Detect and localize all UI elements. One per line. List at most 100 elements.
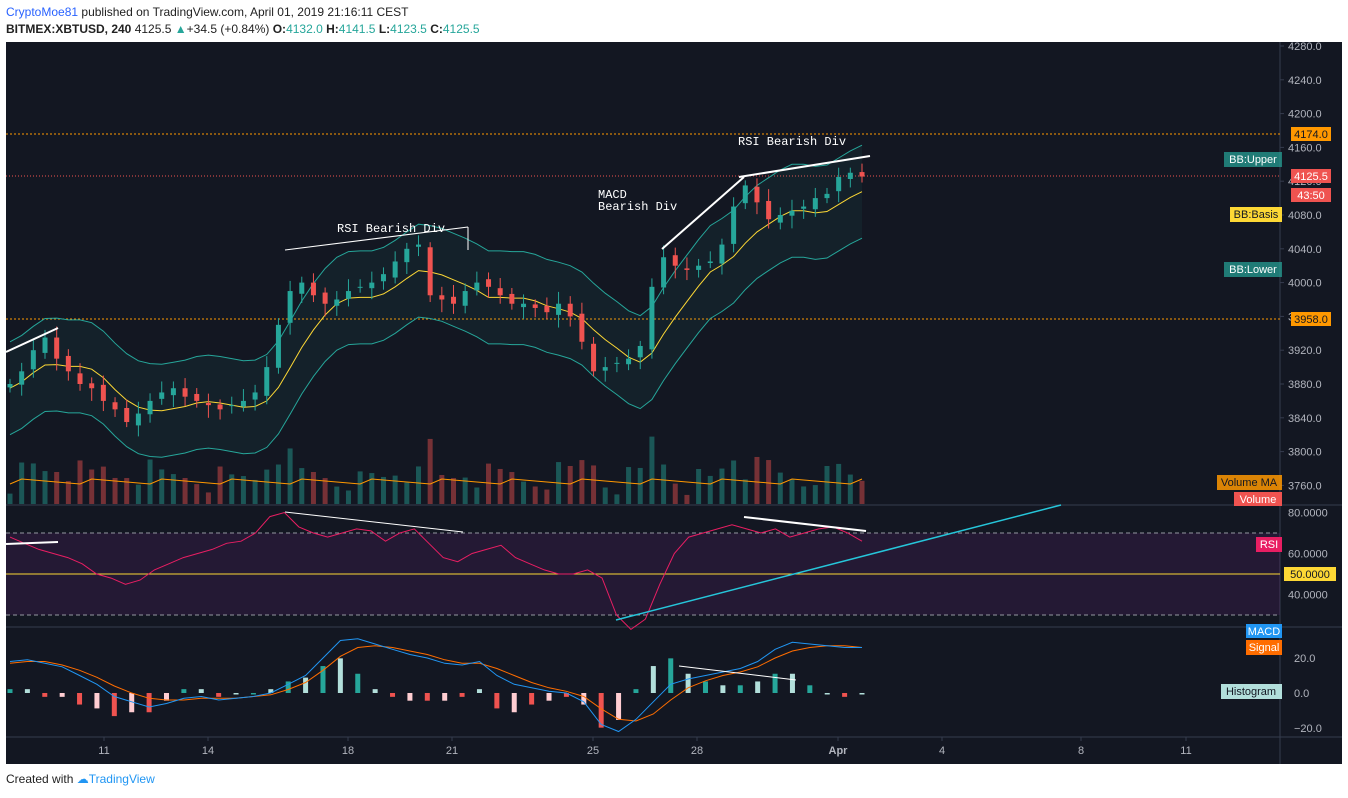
- candle-body[interactable]: [322, 292, 328, 304]
- candle-body[interactable]: [334, 299, 340, 306]
- candle-body[interactable]: [719, 244, 725, 264]
- rsi-line[interactable]: [9, 511, 863, 631]
- candle-body[interactable]: [847, 172, 853, 180]
- candle-body[interactable]: [707, 261, 713, 263]
- candle-body[interactable]: [626, 358, 632, 365]
- candle-body[interactable]: [65, 355, 71, 372]
- annotation-macd-div-line2[interactable]: Bearish Div: [598, 200, 677, 214]
- bb-lower-line[interactable]: [9, 237, 863, 458]
- trendline-price-3[interactable]: [661, 176, 745, 250]
- candle-body[interactable]: [824, 193, 830, 199]
- candle-body[interactable]: [415, 244, 421, 247]
- candle-body[interactable]: [205, 402, 211, 406]
- candle-body[interactable]: [731, 206, 737, 244]
- time-axis[interactable]: 11 14 18 21 25 28 Apr 4 8 11: [98, 737, 1192, 757]
- candle-body[interactable]: [637, 345, 643, 358]
- candle-body[interactable]: [544, 305, 550, 313]
- annotation-macd-div-line1[interactable]: MACD: [598, 188, 627, 202]
- candle-body[interactable]: [264, 367, 270, 396]
- macd-axis[interactable]: 20.0 0.0 −20.0: [1294, 653, 1322, 735]
- candle-body[interactable]: [427, 247, 433, 296]
- candle-body[interactable]: [404, 248, 410, 263]
- candle-body[interactable]: [345, 291, 351, 299]
- candle-body[interactable]: [684, 268, 690, 270]
- candle-body[interactable]: [89, 383, 95, 389]
- candle-body[interactable]: [509, 293, 515, 304]
- annotation-rsi-div-2[interactable]: RSI Bearish Div: [738, 135, 846, 149]
- candle-body[interactable]: [159, 392, 165, 399]
- candle-body[interactable]: [77, 373, 83, 384]
- candle-body[interactable]: [567, 303, 573, 317]
- price-axis[interactable]: 4280.04240.04200.04160.04120.04080.04040…: [1280, 41, 1322, 492]
- candle-body[interactable]: [812, 198, 818, 210]
- candle-body[interactable]: [54, 337, 60, 359]
- candle-body[interactable]: [369, 282, 375, 289]
- macd-line[interactable]: [9, 638, 862, 733]
- trendline-price-1[interactable]: [5, 327, 59, 353]
- candle-body[interactable]: [392, 261, 398, 278]
- candle-body[interactable]: [357, 286, 363, 288]
- candle-body[interactable]: [135, 413, 141, 426]
- candle-body[interactable]: [532, 304, 538, 308]
- candle-body[interactable]: [380, 274, 386, 282]
- signal-line[interactable]: [9, 645, 863, 722]
- trendline-rsi-support[interactable]: [615, 504, 1062, 621]
- candle-body[interactable]: [19, 371, 25, 385]
- candles[interactable]: [7, 163, 865, 437]
- candle-body[interactable]: [287, 291, 293, 323]
- candle-body[interactable]: [766, 200, 772, 220]
- candle-body[interactable]: [252, 392, 258, 400]
- candle-body[interactable]: [182, 388, 188, 397]
- candle-body[interactable]: [299, 282, 305, 294]
- candle-body[interactable]: [754, 186, 760, 203]
- candle-body[interactable]: [602, 367, 608, 371]
- candle-body[interactable]: [579, 313, 585, 342]
- candle-body[interactable]: [170, 388, 176, 396]
- annotation-rsi-div-1[interactable]: RSI Bearish Div: [337, 222, 445, 236]
- chart-canvas[interactable]: 4280.04240.04200.04160.04120.04080.04040…: [5, 41, 1342, 764]
- author-link[interactable]: CryptoMoe81: [6, 5, 79, 19]
- candle-body[interactable]: [801, 206, 807, 209]
- candle-body[interactable]: [486, 279, 492, 287]
- candle-body[interactable]: [649, 286, 655, 350]
- candle-body[interactable]: [30, 350, 36, 370]
- candle-body[interactable]: [859, 172, 865, 177]
- candle-body[interactable]: [194, 393, 200, 401]
- trendline-rsi-2[interactable]: [284, 511, 464, 533]
- candle-body[interactable]: [439, 295, 445, 300]
- trendline-price-2[interactable]: [284, 226, 469, 251]
- candle-body[interactable]: [240, 400, 246, 407]
- candle-body[interactable]: [742, 185, 748, 204]
- chart-area[interactable]: 4280.04240.04200.04160.04120.04080.04040…: [5, 41, 1342, 764]
- candle-body[interactable]: [556, 303, 562, 315]
- candle-body[interactable]: [310, 282, 316, 296]
- trendline-rsi-3[interactable]: [743, 516, 867, 532]
- candle-body[interactable]: [474, 282, 480, 291]
- candle-body[interactable]: [789, 210, 795, 216]
- candle-body[interactable]: [777, 215, 783, 223]
- candle-body[interactable]: [42, 337, 48, 353]
- trendline-price-4[interactable]: [738, 155, 871, 178]
- rsi-axis[interactable]: 80.0000 60.0000 40.0000: [1288, 508, 1328, 602]
- candle-body[interactable]: [112, 402, 118, 410]
- tradingview-brand-link[interactable]: TradingView: [88, 772, 155, 786]
- candle-body[interactable]: [497, 288, 503, 296]
- candle-body[interactable]: [614, 362, 620, 364]
- trendline-rsi-1[interactable]: [5, 541, 59, 545]
- candle-body[interactable]: [100, 384, 106, 401]
- candle-body[interactable]: [217, 404, 223, 410]
- candle-body[interactable]: [7, 384, 13, 388]
- candle-body[interactable]: [275, 324, 281, 368]
- candle-body[interactable]: [229, 405, 235, 407]
- candle-body[interactable]: [462, 291, 468, 306]
- candle-body[interactable]: [591, 343, 597, 372]
- candle-body[interactable]: [696, 265, 702, 270]
- candle-body[interactable]: [661, 257, 667, 288]
- candle-body[interactable]: [672, 255, 678, 266]
- candle-body[interactable]: [147, 400, 153, 415]
- trendline-macd[interactable]: [678, 665, 797, 681]
- bb-upper-line[interactable]: [9, 144, 863, 365]
- candle-body[interactable]: [836, 176, 842, 192]
- candle-body[interactable]: [521, 303, 527, 308]
- candle-body[interactable]: [124, 407, 130, 423]
